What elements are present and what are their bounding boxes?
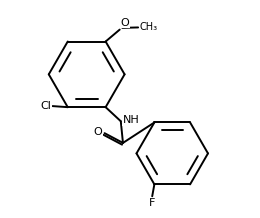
Text: Cl: Cl — [41, 101, 51, 111]
Text: O: O — [121, 18, 129, 28]
Text: CH₃: CH₃ — [139, 22, 157, 32]
Text: O: O — [94, 127, 102, 137]
Text: F: F — [149, 198, 155, 208]
Text: NH: NH — [122, 115, 139, 125]
